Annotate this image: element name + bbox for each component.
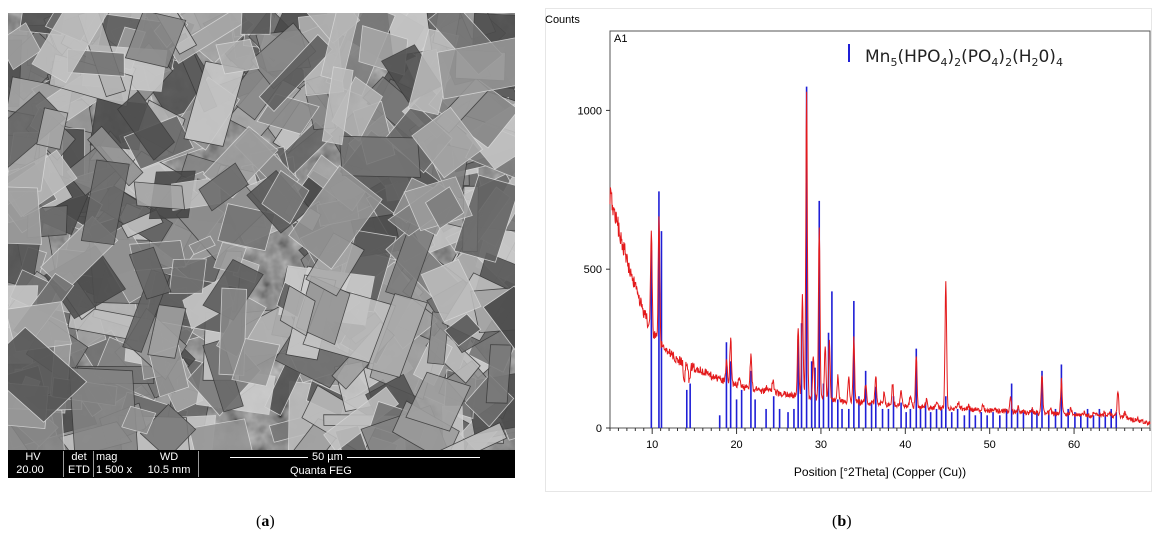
sem-crystal	[444, 313, 482, 347]
x-tick-label: 40	[899, 439, 911, 451]
databar-det: det ETD	[66, 451, 92, 477]
sem-panel: HV 20.00 kV det ETD mag 1 500 x WD 10.5 …	[8, 13, 515, 489]
scale-bar-label: 50 µm	[308, 451, 347, 464]
y-axis-title: Counts	[545, 14, 580, 26]
sem-crystal	[427, 311, 450, 365]
caption-b-close: )	[846, 513, 852, 530]
y-tick-label: 0	[596, 423, 602, 435]
databar-wd-value: 10.5 mm	[147, 464, 191, 476]
x-tick-label: 60	[1068, 439, 1080, 451]
xrd-chart: Counts A1 Mn5(HPO4)2(PO4)2(H20)4 0500100…	[545, 8, 1152, 492]
caption-b-open: (	[832, 513, 838, 530]
x-tick-label: 30	[815, 439, 827, 451]
databar-mag-label: mag	[96, 451, 118, 463]
x-axis-ticks: 10 20 30 40 50 60	[609, 428, 1151, 451]
databar-hv-label: HV	[25, 451, 41, 463]
y-tick-label: 500	[584, 264, 602, 276]
sem-crystal	[198, 162, 249, 212]
sem-crystal	[261, 169, 310, 225]
sem-crystal	[121, 405, 157, 435]
scale-bar	[230, 457, 480, 458]
sem-crystal	[279, 285, 316, 337]
sem-crystal	[31, 13, 109, 84]
sem-crystal	[453, 174, 515, 263]
x-tick-label: 20	[730, 439, 742, 451]
sem-crystal	[217, 203, 276, 252]
measured-pattern-line	[609, 91, 1151, 427]
sem-databar: HV 20.00 kV det ETD mag 1 500 x WD 10.5 …	[8, 450, 515, 489]
databar-wd: WD 10.5 mm	[146, 451, 192, 477]
x-axis-title: Position [°2Theta] (Copper (Cu))	[794, 465, 966, 479]
databar-mag: mag 1 500 x	[94, 451, 144, 477]
sem-crystal-shapes	[8, 13, 515, 450]
sem-crystal	[440, 422, 508, 450]
databar-separator	[63, 451, 64, 477]
sem-crystal	[147, 304, 187, 359]
sem-crystal	[320, 13, 360, 83]
caption-a-open: (	[256, 513, 262, 530]
x-tick-label: 50	[984, 439, 996, 451]
sem-crystal	[436, 37, 515, 100]
sem-micrograph-image	[8, 13, 515, 450]
sem-crystal	[338, 135, 421, 178]
sem-crystal	[117, 90, 175, 161]
sem-crystal	[36, 107, 69, 150]
sem-crystal	[258, 34, 334, 112]
sem-crystal	[188, 418, 253, 450]
databar-det-value: ETD	[68, 464, 90, 476]
y-tick-label: 1000	[578, 105, 602, 117]
legend-label: Mn5(HPO4)2(PO4)2(H20)4	[865, 47, 1063, 69]
databar-hv-value: 20.00 kV	[16, 464, 44, 489]
sem-crystal	[188, 235, 216, 255]
sem-crystal	[215, 38, 260, 75]
databar-separator	[93, 451, 94, 477]
caption-a-close: )	[269, 513, 275, 530]
sem-crystal	[87, 125, 144, 187]
sem-crystal	[420, 258, 482, 323]
caption-b-letter: b	[837, 513, 847, 530]
sem-crystal	[168, 258, 207, 295]
sem-crystal	[133, 181, 186, 211]
sem-crystal	[366, 293, 428, 378]
caption-a: (a)	[256, 513, 275, 531]
sem-crystal	[8, 186, 43, 245]
sem-crystal	[240, 13, 272, 35]
panel-label-a1: A1	[614, 33, 627, 45]
sem-crystal	[405, 371, 472, 432]
sem-crystal	[231, 338, 281, 387]
reference-pattern	[650, 86, 1118, 428]
sem-crystal	[411, 106, 484, 179]
sem-crystal	[80, 159, 130, 246]
y-axis-ticks: 0 500 1000	[578, 105, 610, 435]
instrument-name: Quanta FEG	[290, 465, 352, 477]
xrd-panel: Counts A1 Mn5(HPO4)2(PO4)2(H20)4 0 500 100…	[545, 8, 1152, 492]
sem-crystal	[424, 186, 465, 230]
sem-crystal	[202, 339, 244, 413]
sem-crystal	[8, 326, 88, 423]
sem-crystal	[8, 22, 42, 71]
plot-area	[609, 30, 1151, 429]
sem-crystal	[128, 246, 172, 300]
databar-mag-value: 1 500 x	[96, 464, 133, 476]
databar-wd-label: WD	[159, 451, 179, 463]
sem-crystal	[183, 60, 246, 147]
databar-separator	[198, 451, 199, 477]
databar-hv: HV 20.00 kV	[16, 451, 50, 490]
caption-a-letter: a	[261, 513, 270, 530]
sem-crystal	[321, 66, 354, 146]
sem-crystal	[482, 285, 515, 351]
sem-crystal	[485, 344, 513, 404]
caption-b: (b)	[832, 513, 852, 531]
x-tick-label: 10	[646, 439, 658, 451]
sem-crystal	[288, 165, 383, 270]
sem-crystal	[124, 13, 187, 69]
databar-det-label: det	[71, 451, 87, 463]
